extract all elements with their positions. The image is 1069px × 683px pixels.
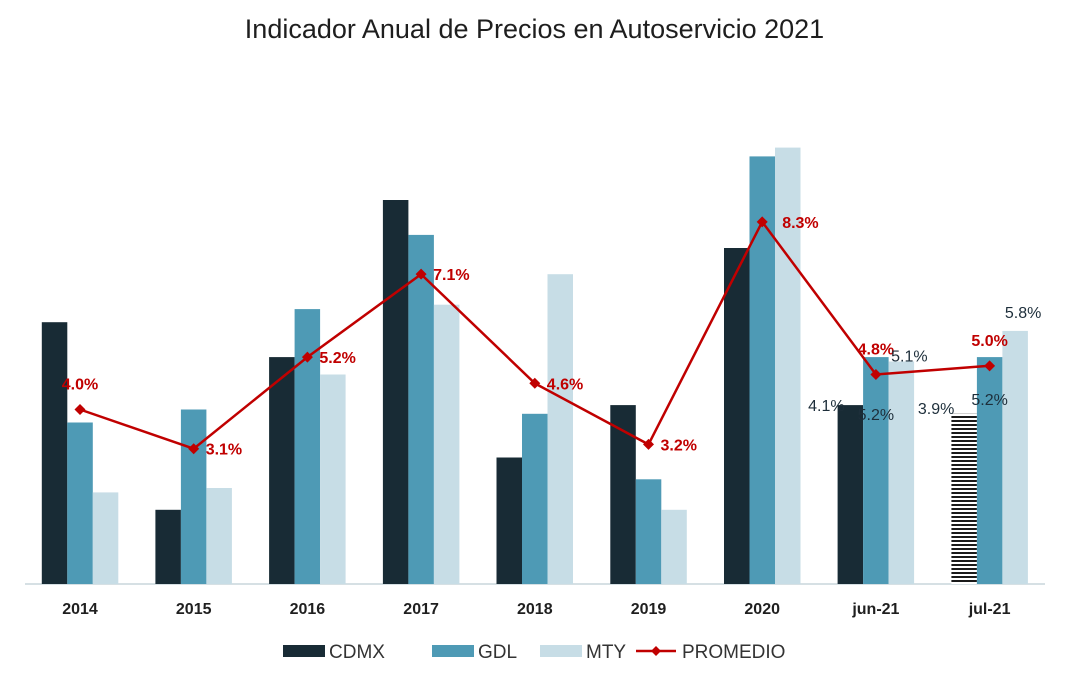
label-promedio-2016: 5.2%	[319, 350, 355, 367]
x-tick-2019: 2019	[631, 601, 667, 618]
legend-swatch-cdmx	[283, 645, 325, 657]
label-cdmx-jul-21: 3.9%	[918, 401, 954, 418]
label-promedio-jul-21: 5.0%	[971, 333, 1007, 350]
legend-label-mty: MTY	[586, 642, 626, 663]
bar-mty-2019	[661, 509, 687, 584]
bar-cdmx-2018	[496, 457, 522, 584]
marker-promedio-2014	[74, 403, 86, 415]
legend-label-cdmx: CDMX	[329, 642, 385, 663]
bar-cdmx-2020	[724, 248, 750, 584]
label-promedio-2017: 7.1%	[433, 267, 469, 284]
bar-mty-jul-21	[1002, 330, 1028, 584]
bar-mty-2017	[433, 304, 460, 584]
label-mty-jul-21: 5.8%	[1005, 305, 1041, 322]
marker-promedio-2017	[415, 268, 427, 280]
bar-cdmx-2014	[41, 322, 68, 584]
legend: CDMX GDL MTY PROMEDIO	[283, 642, 785, 663]
marker-promedio-2019	[643, 438, 654, 450]
marker-promedio-jul-21	[984, 360, 996, 372]
legend-label-gdl: GDL	[478, 642, 517, 663]
chart-title: Indicador Anual de Precios en Autoservic…	[244, 14, 825, 44]
label-gdl-jul-21: 5.2%	[971, 392, 1007, 409]
x-tick-2015: 2015	[176, 601, 212, 618]
legend-swatch-gdl	[432, 645, 474, 657]
bar-mty-2015	[206, 488, 232, 584]
bars-layer	[41, 147, 1028, 584]
legend-marker-promedio	[651, 646, 661, 656]
label-promedio-2020: 8.3%	[782, 215, 818, 232]
bar-gdl-2018	[522, 413, 548, 584]
bar-cdmx-2016	[269, 357, 295, 584]
x-tick-2018: 2018	[517, 601, 553, 618]
marker-promedio-2020	[756, 216, 768, 228]
marker-promedio-2015	[188, 443, 200, 455]
line-layer	[74, 216, 996, 455]
x-tick-jul-21: jul-21	[968, 601, 1011, 618]
bar-cdmx-2017	[382, 200, 409, 584]
x-tick-2014: 2014	[62, 601, 98, 618]
label-promedio-jun-21: 4.8%	[858, 342, 894, 359]
bar-cdmx-jun-21	[837, 405, 864, 584]
bar-gdl-2019	[635, 479, 662, 584]
bar-gdl-2015	[180, 409, 207, 584]
legend-label-promedio: PROMEDIO	[682, 642, 785, 663]
marker-promedio-2018	[529, 377, 541, 389]
label-cdmx-jun-21: 4.1%	[808, 398, 844, 415]
bar-mty-2020	[775, 147, 801, 584]
x-tick-2017: 2017	[403, 601, 439, 618]
bar-cdmx-jul-21	[951, 413, 977, 584]
bar-gdl-2020	[749, 156, 775, 584]
label-promedio-2018: 4.6%	[547, 376, 583, 393]
x-axis-ticks: 2014 2015 2016 2017 2018 2019 2020 jun-21 jul-21	[62, 601, 1010, 618]
legend-swatch-mty	[540, 645, 582, 657]
bar-mty-2018	[547, 274, 573, 584]
labels-layer: 4.0% 3.1% 5.2% 7.1% 4.6% 3.2% 8.3% 4.8% 5.0% 4.1%…	[62, 215, 1042, 459]
marker-promedio-2016	[301, 351, 313, 363]
marker-promedio-jun-21	[870, 369, 882, 381]
label-promedio-2019: 3.2%	[661, 437, 697, 454]
bar-gdl-jul-21	[976, 357, 1003, 584]
label-mty-jun-21: 5.1%	[891, 349, 927, 366]
bar-cdmx-2015	[155, 509, 181, 584]
bar-mty-jun-21	[888, 361, 915, 584]
x-tick-2016: 2016	[290, 601, 326, 618]
label-gdl-jun-21: 5.2%	[858, 407, 894, 424]
label-promedio-2014: 4.0%	[62, 377, 98, 394]
x-tick-2020: 2020	[744, 601, 780, 618]
x-tick-jun-21: jun-21	[851, 601, 899, 618]
bar-mty-2014	[92, 492, 119, 584]
bar-gdl-2014	[67, 422, 93, 584]
label-promedio-2015: 3.1%	[206, 442, 242, 459]
bar-gdl-jun-21	[863, 357, 889, 584]
bar-gdl-2017	[408, 234, 434, 584]
bar-mty-2016	[320, 374, 346, 584]
